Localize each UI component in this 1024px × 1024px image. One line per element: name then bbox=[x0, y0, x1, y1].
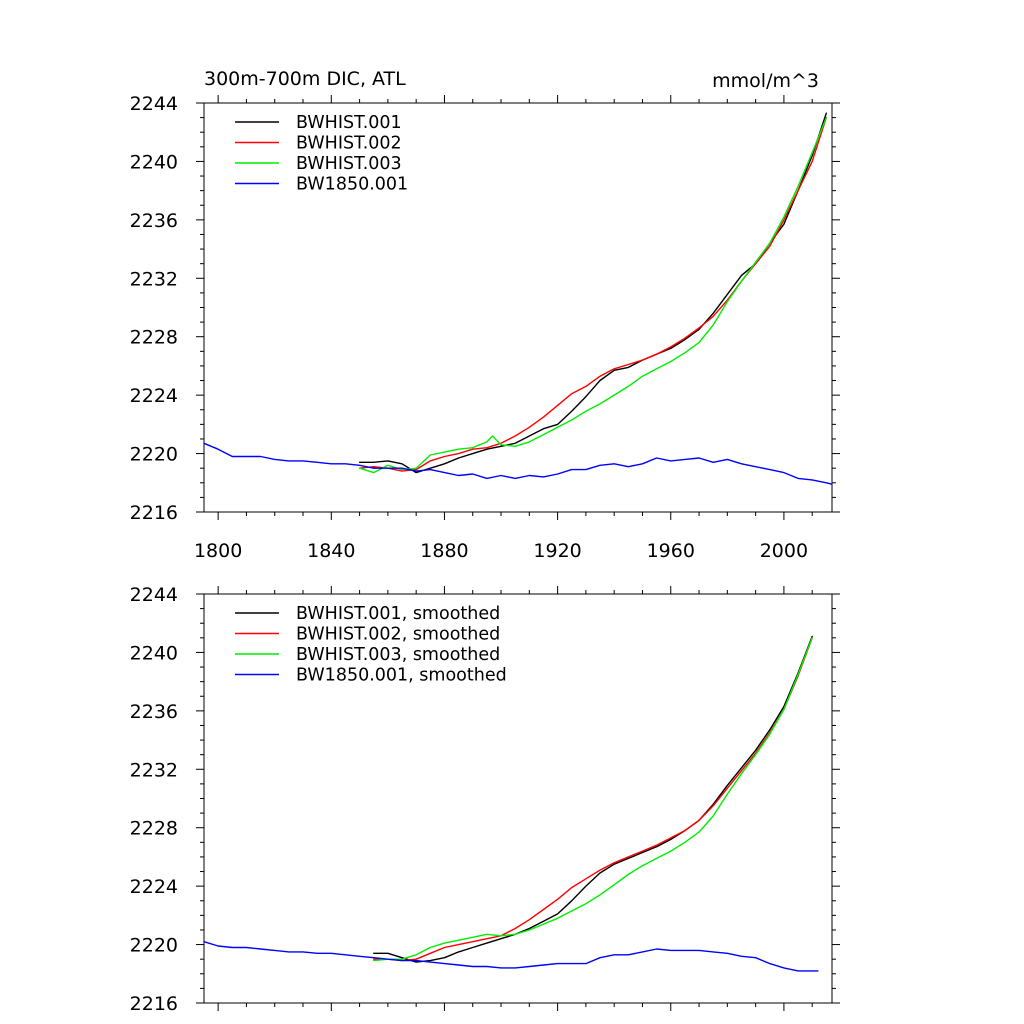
y-tick-label: 2224 bbox=[130, 385, 178, 407]
legend-label: BWHIST.002, smoothed bbox=[296, 625, 500, 645]
series-line-4 bbox=[203, 442, 833, 485]
legend-label: BWHIST.001, smoothed bbox=[296, 604, 500, 624]
y-tick-label: 2244 bbox=[130, 93, 178, 115]
series-line-3 bbox=[358, 116, 827, 474]
series-line-1 bbox=[373, 635, 813, 963]
x-tick-label: 1800 bbox=[194, 540, 242, 562]
y-tick-label: 2220 bbox=[130, 935, 178, 957]
plot-area: 2216 2220 2224 2228 2232 2236 2240 2244 BWHIST.0… bbox=[130, 584, 840, 1015]
legend-label: BWHIST.003, smoothed bbox=[296, 645, 500, 665]
x-tick-label: 1840 bbox=[307, 540, 355, 562]
y-tick-label: 2236 bbox=[130, 210, 178, 232]
y-tick-label: 2224 bbox=[130, 876, 178, 898]
series-line-2 bbox=[373, 637, 813, 962]
top-panel: 300m-700m DIC, ATL mmol/m^3 2216 2220 2224… bbox=[130, 68, 840, 562]
y-tick-label: 2228 bbox=[130, 327, 178, 349]
y-tick-label: 2220 bbox=[130, 444, 178, 466]
series-line-1 bbox=[358, 112, 827, 474]
series-line-2 bbox=[358, 116, 827, 472]
x-tick-label: 1920 bbox=[533, 540, 581, 562]
y-tick-label: 2244 bbox=[130, 584, 178, 606]
legend-label: BW1850.001, smoothed bbox=[296, 666, 507, 686]
y-tick-label: 2240 bbox=[130, 151, 178, 173]
bottom-panel: 2216 2220 2224 2228 2232 2236 2240 2244 BWHIST.0… bbox=[130, 584, 840, 1015]
x-tick-label: 1880 bbox=[420, 540, 468, 562]
y-tick-label: 2216 bbox=[130, 993, 178, 1015]
units-label: mmol/m^3 bbox=[712, 70, 819, 92]
y-tick-label: 2232 bbox=[130, 759, 178, 781]
y-tick-label: 2236 bbox=[130, 701, 178, 723]
x-tick-label: 1960 bbox=[647, 540, 695, 562]
y-tick-label: 2216 bbox=[130, 502, 178, 524]
y-tick-label: 2228 bbox=[130, 818, 178, 840]
series-line-3 bbox=[373, 637, 813, 962]
y-tick-label: 2232 bbox=[130, 268, 178, 290]
x-tick-label: 2000 bbox=[760, 540, 808, 562]
legend-label: BWHIST.002 bbox=[296, 134, 402, 154]
plot-area: 2216 2220 2224 2228 2232 2236 2240 2244 1800 1840… bbox=[130, 93, 840, 562]
panel-title: 300m-700m DIC, ATL bbox=[204, 68, 406, 90]
y-tick-label: 2240 bbox=[130, 642, 178, 664]
legend-label: BWHIST.003 bbox=[296, 154, 402, 174]
series-line-4 bbox=[203, 941, 819, 972]
legend-label: BWHIST.001 bbox=[296, 113, 402, 133]
legend-label: BW1850.001 bbox=[296, 175, 408, 195]
